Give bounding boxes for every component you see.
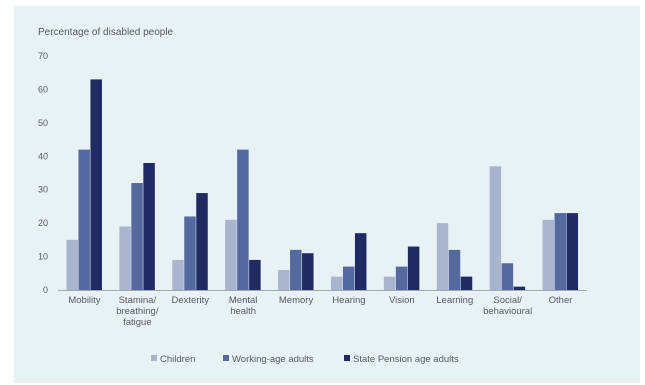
bar	[143, 162, 155, 290]
bar	[290, 249, 302, 290]
bar	[460, 276, 473, 290]
bar	[436, 223, 449, 290]
bar	[407, 246, 420, 290]
x-category-label-line: Other	[549, 295, 573, 306]
bar	[66, 239, 78, 290]
x-category-label-line: Social/	[493, 295, 522, 306]
bar	[237, 149, 249, 290]
x-category-label: Vision	[389, 295, 415, 306]
x-category-label: Stamina/breathing/fatigue	[116, 295, 159, 328]
bar	[302, 253, 314, 290]
x-category-label: Mobility	[68, 295, 100, 306]
bar	[278, 269, 290, 290]
bar	[489, 166, 502, 290]
y-tick-label: 30	[38, 185, 48, 195]
x-category-label-line: Memory	[279, 295, 314, 306]
x-category-label: Dexterity	[172, 295, 210, 306]
x-category-label-line: Dexterity	[172, 295, 210, 306]
x-category-label-line: Stamina/	[119, 295, 157, 306]
bar	[501, 263, 514, 290]
bar	[78, 149, 90, 290]
y-axis-label: Percentage of disabled people	[38, 27, 174, 38]
bar	[513, 286, 526, 290]
bar	[330, 276, 343, 290]
bar	[554, 213, 567, 290]
bar	[90, 79, 102, 291]
bar	[342, 266, 355, 290]
y-tick-label: 10	[38, 252, 48, 262]
legend-label: Children	[160, 354, 195, 365]
y-axis-ticks: 0 10 20 30 40 50 60 70	[38, 51, 48, 295]
bar	[542, 219, 555, 290]
bars	[66, 79, 579, 291]
bar	[448, 249, 461, 290]
bar	[225, 219, 237, 290]
bar	[119, 226, 131, 290]
y-tick-label: 60	[38, 84, 48, 94]
y-tick-label: 20	[38, 218, 48, 228]
x-category-label: Mental health	[229, 295, 258, 317]
x-category-label: Hearing	[332, 295, 365, 306]
x-category-label-line: fatigue	[123, 317, 152, 328]
y-tick-label: 0	[43, 285, 48, 295]
legend-label: State Pension age adults	[353, 354, 459, 365]
x-category-label: Other	[549, 295, 573, 306]
x-category-label: Memory	[279, 295, 314, 306]
x-category-label-line: Vision	[389, 295, 415, 306]
legend-swatch	[223, 355, 229, 361]
x-axis-categories: Mobility Stamina/breathing/fatigue Dexteri…	[68, 295, 572, 328]
y-tick-label: 50	[38, 118, 48, 128]
legend-label: Working-age adults	[232, 354, 314, 365]
legend-swatch	[151, 355, 157, 361]
legend: Children Working-age adults State Pension …	[151, 354, 459, 365]
bar	[383, 276, 396, 290]
x-category-label-line: health	[230, 306, 256, 317]
bar	[131, 183, 143, 290]
bar	[354, 233, 367, 290]
bar	[196, 193, 208, 290]
x-category-label-line: Mental	[229, 295, 258, 306]
x-category-label-line: breathing/	[116, 306, 159, 317]
x-category-label-line: behavioural	[483, 306, 532, 317]
bar	[249, 259, 261, 290]
bar	[395, 266, 408, 290]
x-category-label-line: Mobility	[68, 295, 100, 306]
y-tick-label: 40	[38, 151, 48, 161]
chart-panel	[14, 6, 640, 383]
bar	[566, 213, 579, 290]
y-tick-label: 70	[38, 51, 48, 61]
bar	[184, 216, 196, 290]
x-category-label: Social/behavioural	[483, 295, 532, 317]
bar	[172, 259, 184, 290]
x-category-label-line: Learning	[436, 295, 473, 306]
x-category-label: Learning	[436, 295, 473, 306]
legend-swatch	[344, 355, 350, 361]
x-category-label-line: Hearing	[332, 295, 365, 306]
